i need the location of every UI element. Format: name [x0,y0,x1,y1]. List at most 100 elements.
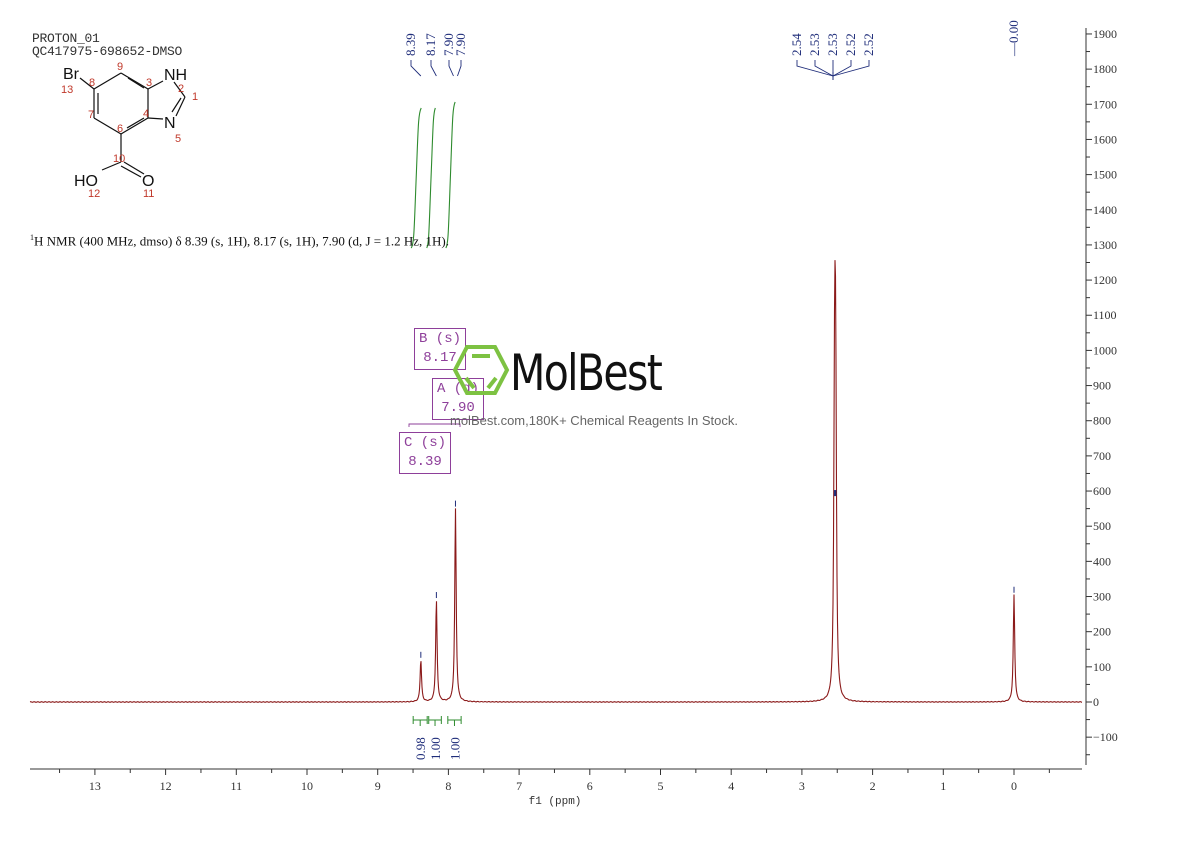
integral-value: 0.98 [413,737,428,760]
peak-shift-label: 2.53 [825,33,840,56]
integral-curve [426,107,436,249]
molecule-structure [79,72,186,178]
bond [126,117,145,129]
molbest-tagline: molBest.com,180K+ Chemical Reagents In S… [450,413,738,428]
y-tick-label: 800 [1093,414,1111,428]
atom-number: 11 [143,188,154,200]
y-tick-label: 300 [1093,590,1111,604]
bond [147,117,164,120]
y-tick-label: 500 [1093,519,1111,533]
peak-shift-label: 7.90 [453,33,468,56]
bond [127,77,145,89]
peak-shift-label: 2.52 [861,33,876,56]
peak-connector [814,60,834,77]
spectrum-trace [29,260,1083,703]
y-tick-label: 1300 [1093,238,1117,252]
x-tick-label: 1 [940,779,946,793]
y-axis: 1900180017001600150014001300120011001000… [1085,27,1118,765]
y-tick-label: 900 [1093,379,1111,393]
x-tick-label: 3 [799,779,805,793]
x-tick-label: 9 [375,779,381,793]
atom-label: N [164,115,176,132]
peak-connector [457,60,462,77]
integral-value: 1.00 [447,737,462,760]
integral-bracket[interactable]: 1.00 [428,716,443,760]
multiplet-label: C (s) [404,435,447,451]
atom-number: 9 [117,61,123,73]
x-axis-label: f1 (ppm) [529,796,582,808]
bond [93,72,122,90]
bond [175,96,186,117]
y-tick-label: 1900 [1093,27,1117,41]
atom-number: 5 [175,133,181,145]
x-tick-label: 8 [445,779,451,793]
bond [123,161,145,175]
summary-body: H NMR (400 MHz, dmso) δ 8.39 (s, 1H), 8.… [34,233,449,249]
integral-bracket[interactable]: 0.98 [412,716,428,760]
x-tick-label: 13 [89,779,101,793]
multiplet-box-b[interactable]: B (s) 8.17 [414,328,467,370]
atom-number: 2 [178,83,184,95]
x-tick-label: 11 [231,779,243,793]
multiplet-shift: 8.39 [408,454,442,470]
x-tick-label: 6 [587,779,593,793]
peak-label-group: —0.00 [1006,20,1021,57]
multiplet-box-c[interactable]: C (s) 8.39 [399,432,452,474]
peak-shift-label: —0.00 [1006,20,1021,57]
sample-id: QC417975-698652-DMSO [32,44,183,59]
x-tick-label: 7 [516,779,522,793]
isotope-superscript: 1 [30,233,34,242]
bond [101,161,122,171]
molbest-hexagon-logo-icon [452,345,510,395]
bond [147,80,164,90]
bond [79,77,95,90]
peak-label-group: 8.39 8.17 7.907.90 [403,33,468,77]
x-tick-label: 4 [728,779,734,793]
peak-connector [410,60,422,77]
integral-bracket[interactable]: 1.00 [447,716,462,760]
peak-shift-label: 2.52 [843,33,858,56]
bond [120,72,149,90]
atom-label: NH [164,67,187,84]
peak-connector [832,60,852,77]
y-tick-label: 1700 [1093,97,1117,111]
bond [120,117,149,135]
y-tick-label: 1100 [1093,308,1117,322]
peak-connector [448,60,454,77]
x-tick-label: 2 [870,779,876,793]
y-tick-label: 400 [1093,554,1111,568]
y-tick-label: 200 [1093,625,1111,639]
atom-number: 10 [113,153,125,165]
y-tick-label: 700 [1093,449,1111,463]
integral-curve [410,107,422,249]
peak-connector [430,60,437,77]
nmr-summary-text: 1H NMR (400 MHz, dmso) δ 8.39 (s, 1H), 8… [30,233,449,249]
multiplet-shift: 8.17 [423,350,457,366]
bond [171,97,182,113]
multiplet-box-a[interactable]: A (d) 7.90 [432,378,485,420]
peak-shift-label: 8.17 [423,33,438,56]
peak-shift-label: 2.54 [789,33,804,56]
atom-number: 6 [117,123,123,135]
bond [93,117,122,135]
x-tick-label: 12 [160,779,172,793]
atom-number: 1 [192,91,198,103]
peak-shift-label: 7.90 [441,33,456,56]
peak-connector [796,60,834,77]
y-tick-label: 600 [1093,484,1111,498]
x-tick-label: 0 [1011,779,1017,793]
experiment-name: PROTON_01 [32,31,100,46]
atom-number: 4 [143,108,149,120]
atom-number: 12 [88,188,100,200]
atom-label: Br [63,66,80,83]
atom-number: 8 [89,77,95,89]
multiplet-shift: 7.90 [441,400,475,416]
atom-number: 3 [146,77,152,89]
x-axis: 13 12 11 10 9 8 7 6 5 4 3 2 1 0f1 (ppm) [30,768,1082,808]
atom-label: HO [74,173,98,190]
molbest-brand-text: MolBest [510,344,663,402]
peak-label-group: 2.54 2.53 2.53 2.52 2.52 [789,33,876,80]
y-tick-label: 1000 [1093,343,1117,357]
y-tick-label: 1400 [1093,203,1117,217]
